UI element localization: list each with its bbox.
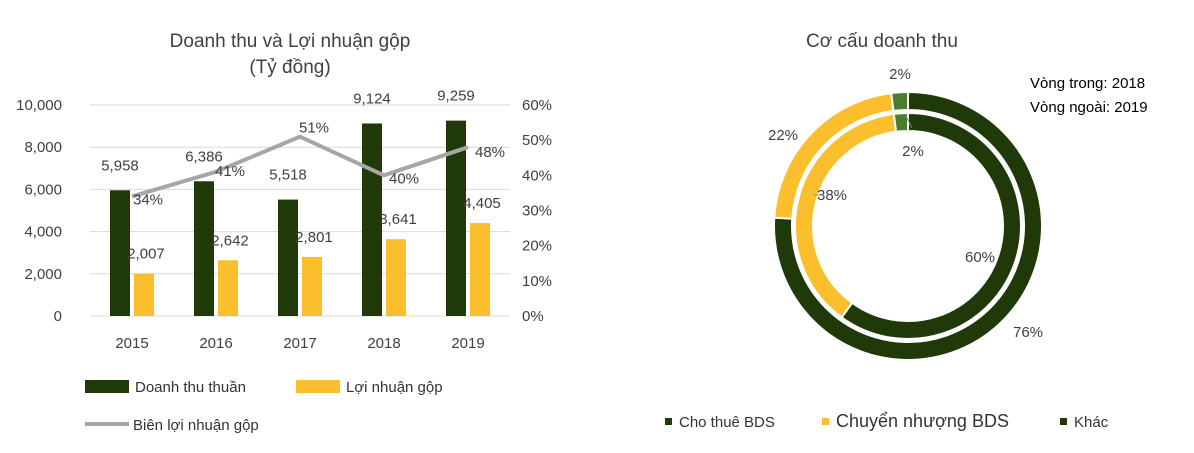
y-tick-label: 10,000 (16, 97, 62, 114)
y2-tick-label: 60% (522, 97, 552, 114)
x-tick-label: 2017 (283, 335, 316, 352)
bar-loi-nhuan (470, 223, 490, 316)
legend-label-doanh-thu: Doanh thu thuần (135, 379, 246, 396)
bar-label-doanh-thu: 9,124 (353, 90, 391, 107)
ring-annotation-outer: Vòng ngoài: 2019 (1030, 99, 1148, 116)
donut-label-outer: 2% (889, 66, 911, 83)
donut-slice-outer (773, 90, 1043, 361)
bar-loi-nhuan (134, 273, 154, 316)
ring-annotation-inner: Vòng trong: 2018 (1030, 75, 1145, 92)
chart-title: Doanh thu và Lợi nhuận gộp (170, 31, 411, 52)
bar-doanh-thu (446, 120, 466, 316)
y2-tick-label: 30% (522, 203, 552, 220)
bar-label-loi-nhuan: 2,642 (211, 232, 249, 249)
bar-loi-nhuan (218, 260, 238, 316)
donut-legend-swatch (822, 418, 829, 425)
revenue-profit-chart: Doanh thu và Lợi nhuận gộp (Tỷ đồng) 5,9… (0, 0, 580, 448)
x-tick-label: 2016 (199, 335, 232, 352)
donut-label-inner: 2% (902, 143, 924, 160)
bar-loi-nhuan (302, 256, 322, 316)
bar-label-loi-nhuan: 2,007 (127, 246, 165, 263)
bar-label-loi-nhuan: 3,641 (379, 211, 417, 228)
donut-legend-label: Khác (1074, 414, 1109, 431)
donut-title: Cơ cấu doanh thu (806, 31, 958, 52)
donut-legend-swatch (1060, 418, 1067, 425)
leader-line (905, 115, 913, 129)
y-tick-label: 8,000 (24, 139, 62, 156)
legend-label-bien-loi-nhuan: Biên lợi nhuận gộp (133, 417, 259, 434)
legend-swatch-loi-nhuan (296, 380, 340, 393)
chart-subtitle: (Tỷ đồng) (249, 57, 330, 78)
revenue-structure-chart: Cơ cấu doanh thu Vòng trong: 2018 Vòng n… (600, 0, 1194, 448)
margin-label: 40% (389, 170, 419, 187)
donut-label-inner: 60% (965, 249, 995, 266)
y2-tick-label: 50% (522, 132, 552, 149)
y-tick-label: 4,000 (24, 224, 62, 241)
legend-swatch-doanh-thu (85, 380, 129, 393)
margin-line (131, 134, 469, 199)
margin-label: 41% (215, 163, 245, 180)
bar-loi-nhuan (386, 239, 406, 316)
donut-legend-swatch (665, 418, 672, 425)
bar-label-doanh-thu: 5,958 (101, 157, 139, 174)
y-tick-label: 2,000 (24, 266, 62, 283)
y2-tick-label: 10% (522, 273, 552, 290)
margin-label: 51% (299, 120, 329, 137)
donut-label-inner: 38% (817, 187, 847, 204)
x-tick-label: 2018 (367, 335, 400, 352)
donut-legend-label: Chuyển nhượng BDS (836, 411, 1009, 431)
bar-label-loi-nhuan: 4,405 (463, 195, 501, 212)
bar-label-loi-nhuan: 2,801 (295, 229, 333, 246)
donut-label-outer: 76% (1013, 324, 1043, 341)
bar-label-doanh-thu: 6,386 (185, 148, 223, 165)
bar-label-doanh-thu: 9,259 (437, 88, 475, 105)
bar-doanh-thu (110, 190, 130, 316)
y2-tick-label: 40% (522, 167, 552, 184)
bar-doanh-thu (194, 181, 214, 316)
donut-slice-inner (892, 111, 909, 133)
bar-label-doanh-thu: 5,518 (269, 167, 307, 184)
y2-tick-label: 0% (522, 308, 544, 325)
donut-label-outer: 22% (768, 127, 798, 144)
donut-legend-label: Cho thuê BDS (679, 414, 775, 431)
donut-slice-outer (890, 90, 909, 113)
margin-label: 48% (475, 144, 505, 161)
revenue-profit-chart-svg: Doanh thu và Lợi nhuận gộp (Tỷ đồng) 5,9… (16, 31, 552, 434)
legend-label-loi-nhuan: Lợi nhuận gộp (346, 379, 443, 396)
y-tick-label: 0 (54, 308, 62, 325)
x-tick-label: 2015 (115, 335, 148, 352)
y2-tick-label: 20% (522, 238, 552, 255)
x-tick-label: 2019 (451, 335, 484, 352)
margin-label: 34% (133, 191, 163, 208)
bar-doanh-thu (278, 199, 298, 316)
y-tick-label: 6,000 (24, 181, 62, 198)
revenue-structure-chart-svg: Cơ cấu doanh thu Vòng trong: 2018 Vòng n… (665, 31, 1148, 431)
